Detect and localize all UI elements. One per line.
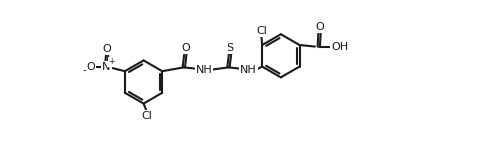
Text: N: N	[102, 62, 110, 72]
Text: O: O	[181, 43, 190, 53]
Text: O: O	[103, 44, 111, 54]
Text: Cl: Cl	[256, 26, 267, 36]
Text: O: O	[315, 22, 324, 32]
Text: OH: OH	[331, 42, 348, 51]
Text: +: +	[108, 57, 115, 66]
Text: NH: NH	[240, 65, 257, 75]
Text: S: S	[227, 43, 234, 53]
Text: Cl: Cl	[141, 111, 152, 121]
Text: NH: NH	[195, 65, 212, 75]
Text: O: O	[86, 62, 95, 72]
Text: -: -	[83, 65, 86, 75]
